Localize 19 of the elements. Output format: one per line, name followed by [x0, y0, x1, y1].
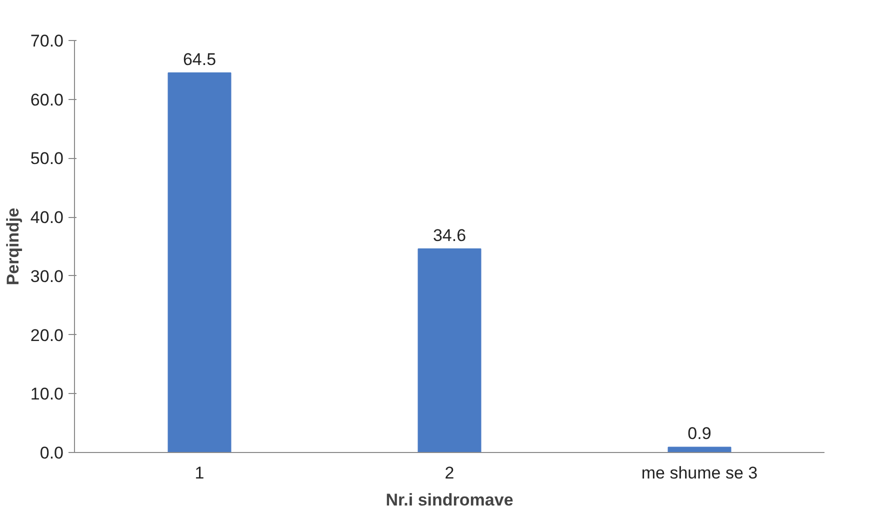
data-label: 0.9 [688, 424, 712, 444]
y-axis-title: Perqindje [3, 208, 22, 286]
y-tick-label: 60.0 [30, 90, 64, 110]
y-tick-label: 20.0 [30, 326, 64, 345]
y-tick-label: 40.0 [30, 208, 64, 228]
y-tick-label: 30.0 [30, 266, 64, 286]
y-tick-label: 10.0 [30, 384, 64, 404]
x-tick-label: 1 [194, 464, 204, 482]
x-tick-label: 2 [444, 464, 454, 482]
y-tick-label: 0.0 [40, 444, 64, 462]
x-tick-label: me shume se 3 [641, 464, 758, 482]
data-label: 64.5 [182, 50, 216, 69]
bar [418, 248, 482, 452]
y-tick-label: 70.0 [30, 32, 64, 50]
bar [168, 72, 232, 452]
x-axis-title: Nr.i sindromave [386, 490, 514, 510]
bar [668, 446, 732, 452]
y-tick-label: 50.0 [30, 149, 64, 168]
data-label: 34.6 [432, 226, 466, 245]
